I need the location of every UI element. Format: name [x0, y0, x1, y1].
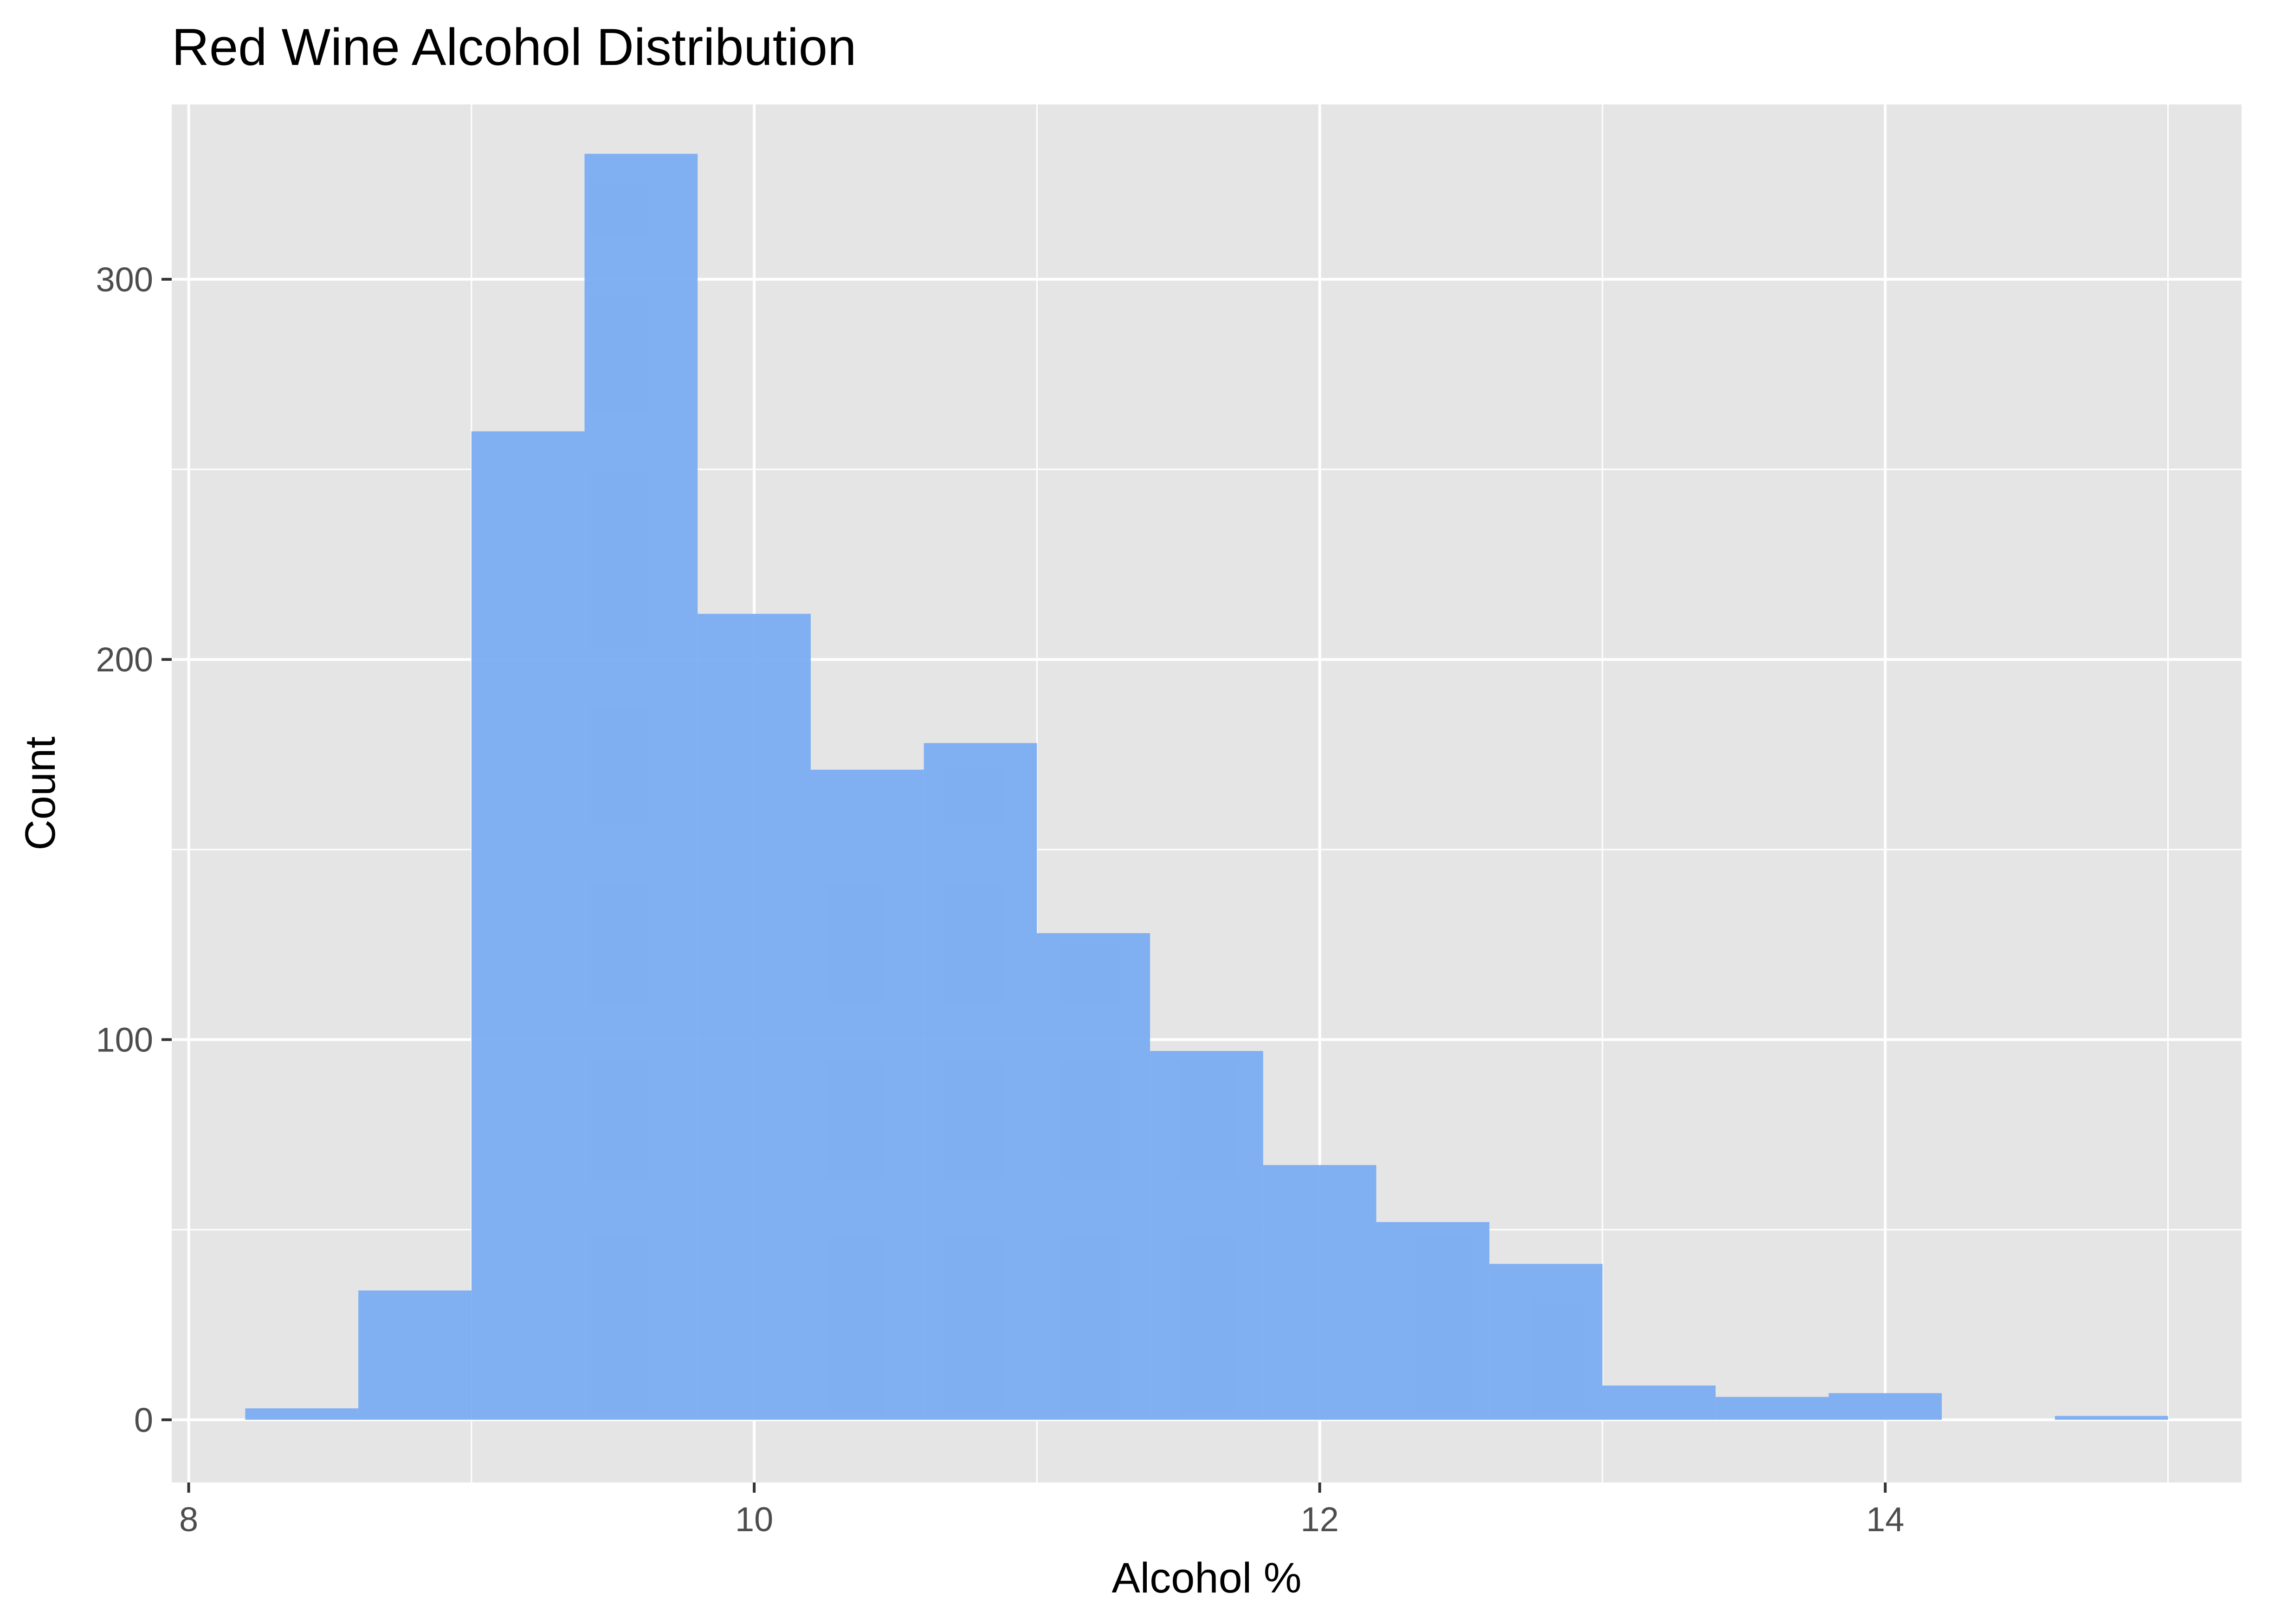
- histogram-bar: [1489, 1263, 1603, 1420]
- histogram-bar: [2054, 1416, 2168, 1420]
- y-tick-label: 300: [96, 260, 153, 299]
- x-tick-label: 12: [1301, 1500, 1339, 1539]
- x-tick-label: 8: [179, 1500, 198, 1539]
- histogram-bar: [1376, 1222, 1490, 1420]
- histogram-bar: [1263, 1165, 1376, 1420]
- histogram-bar: [1715, 1397, 1829, 1420]
- histogram-bar: [810, 769, 924, 1420]
- y-tick-label: 100: [96, 1021, 153, 1059]
- histogram-bar: [1150, 1051, 1263, 1420]
- histogram-bar: [1602, 1386, 1716, 1420]
- x-axis: 8 10 12 14: [179, 1482, 1904, 1539]
- histogram-bars: [245, 154, 2168, 1420]
- histogram-bar: [245, 1408, 359, 1420]
- histogram-bar: [1037, 933, 1150, 1420]
- y-tick-label: 0: [134, 1401, 153, 1439]
- y-axis: 0 100 200 300: [96, 260, 172, 1439]
- x-tick-label: 10: [735, 1500, 773, 1539]
- chart-title: Red Wine Alcohol Distribution: [172, 18, 856, 76]
- histogram-bar: [358, 1290, 472, 1420]
- histogram-bar: [924, 743, 1037, 1420]
- x-tick-label: 14: [1866, 1500, 1904, 1539]
- y-axis-title: Count: [17, 736, 64, 851]
- histogram-bar: [698, 613, 811, 1420]
- histogram-bar: [584, 154, 698, 1420]
- x-axis-title: Alcohol %: [1111, 1554, 1301, 1602]
- histogram-bar: [1828, 1393, 1942, 1420]
- histogram-bar: [471, 431, 585, 1420]
- y-tick-label: 200: [96, 640, 153, 679]
